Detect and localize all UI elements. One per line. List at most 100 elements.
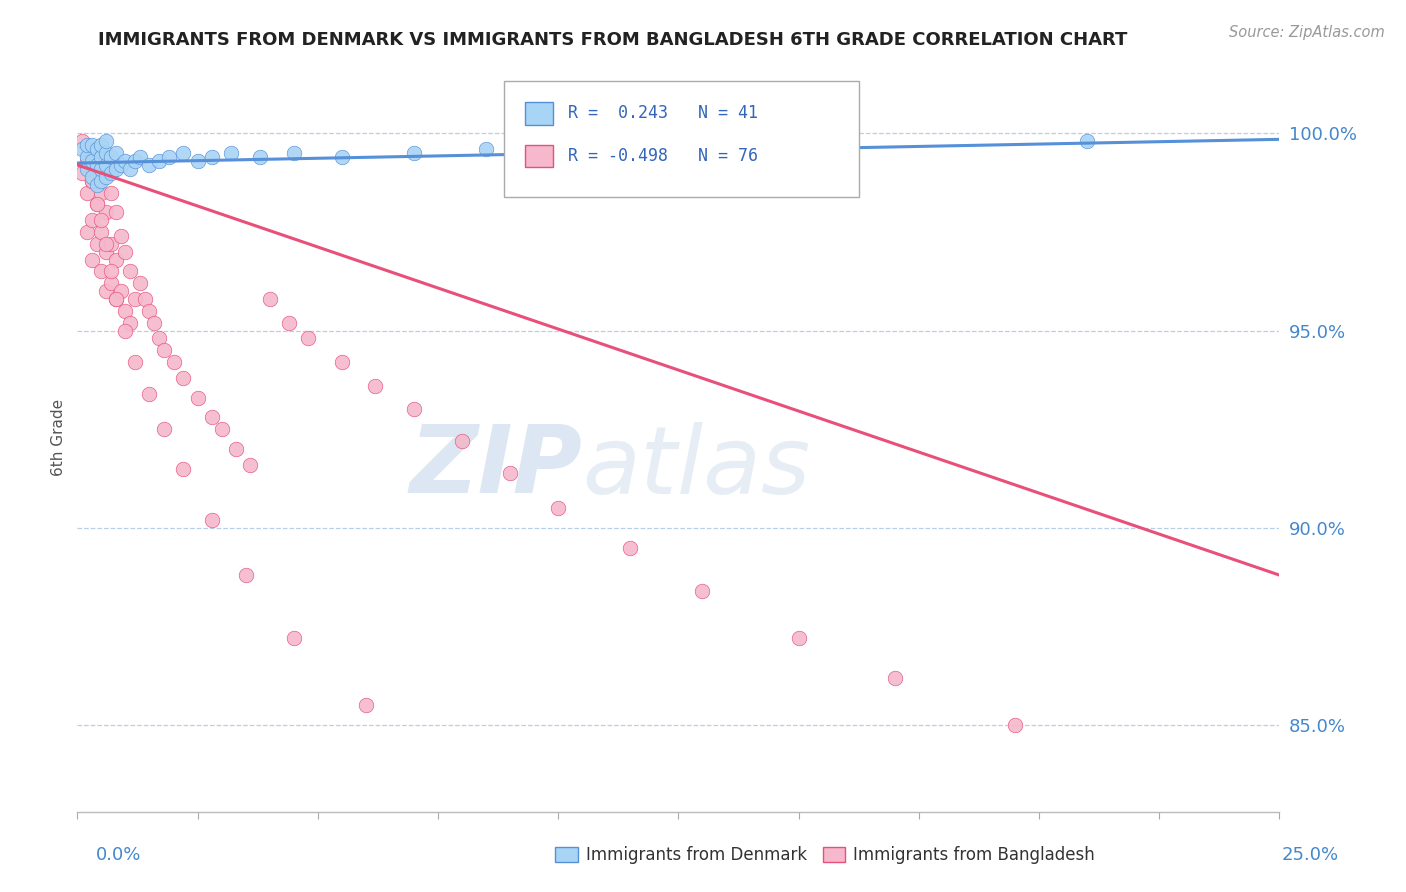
Point [70,166,93,180]
FancyBboxPatch shape [524,145,554,168]
Point [172,146,194,161]
Point [283,631,305,645]
Text: R =  0.243   N = 41: R = 0.243 N = 41 [568,104,758,122]
Point [172,461,194,475]
Point [80,174,103,188]
Point [96,146,118,161]
Point [283,146,305,161]
Point [90,161,112,176]
Point [1004,718,1026,732]
Point [148,154,170,169]
Point [104,205,127,219]
Point [1076,134,1098,148]
Point [692,583,714,598]
Point [90,225,112,239]
Point [86,142,108,156]
Point [330,355,353,369]
Text: Immigrants from Denmark: Immigrants from Denmark [586,846,807,863]
Text: 0.0%: 0.0% [96,846,141,863]
Point [110,229,132,244]
Point [76,225,98,239]
Point [124,154,146,169]
Point [499,466,522,480]
Point [114,154,136,169]
Point [219,146,242,161]
Point [90,150,112,164]
Point [120,316,142,330]
Point [90,174,112,188]
Point [120,264,142,278]
Text: atlas: atlas [582,422,810,513]
Point [201,513,224,527]
Text: R = -0.498   N = 76: R = -0.498 N = 76 [568,147,758,165]
FancyBboxPatch shape [505,81,859,197]
FancyBboxPatch shape [524,103,554,125]
Point [104,146,127,161]
Point [86,178,108,192]
Point [114,244,136,259]
Point [96,158,118,172]
Text: 25.0%: 25.0% [1281,846,1339,863]
Point [104,292,127,306]
Point [475,142,498,156]
Point [76,154,98,169]
Point [547,142,569,156]
Point [96,166,118,180]
Point [90,138,112,153]
Point [364,379,387,393]
Point [96,205,118,219]
Point [76,138,98,153]
Point [86,158,108,172]
Point [201,150,224,164]
Point [80,169,103,184]
Point [76,186,98,200]
Point [90,213,112,227]
Point [100,264,122,278]
Point [162,355,184,369]
Point [110,158,132,172]
Point [70,134,93,148]
Point [134,292,156,306]
Point [153,343,176,358]
Point [114,324,136,338]
Text: ZIP: ZIP [409,421,582,513]
Point [619,541,641,555]
Point [249,150,271,164]
Point [80,174,103,188]
Point [120,161,142,176]
Point [80,252,103,267]
Point [186,154,209,169]
Point [86,236,108,251]
Point [104,292,127,306]
Text: Immigrants from Bangladesh: Immigrants from Bangladesh [853,846,1095,863]
Point [451,434,474,448]
Text: Source: ZipAtlas.com: Source: ZipAtlas.com [1229,25,1385,40]
Point [70,142,93,156]
Point [128,150,150,164]
Point [138,386,160,401]
Point [96,134,118,148]
Point [277,316,299,330]
Point [330,150,353,164]
Point [114,304,136,318]
Point [80,142,103,156]
Point [211,422,233,436]
Point [128,277,150,291]
Point [110,284,132,298]
Point [100,277,122,291]
Point [138,304,160,318]
Point [157,150,180,164]
Point [76,150,98,164]
Y-axis label: 6th Grade: 6th Grade [51,399,66,475]
Point [90,264,112,278]
Point [96,169,118,184]
Point [96,236,118,251]
Point [80,154,103,169]
Point [297,331,319,345]
Point [86,197,108,211]
Point [225,442,247,456]
Point [86,197,108,211]
Point [76,158,98,172]
Point [104,252,127,267]
Point [90,146,112,161]
